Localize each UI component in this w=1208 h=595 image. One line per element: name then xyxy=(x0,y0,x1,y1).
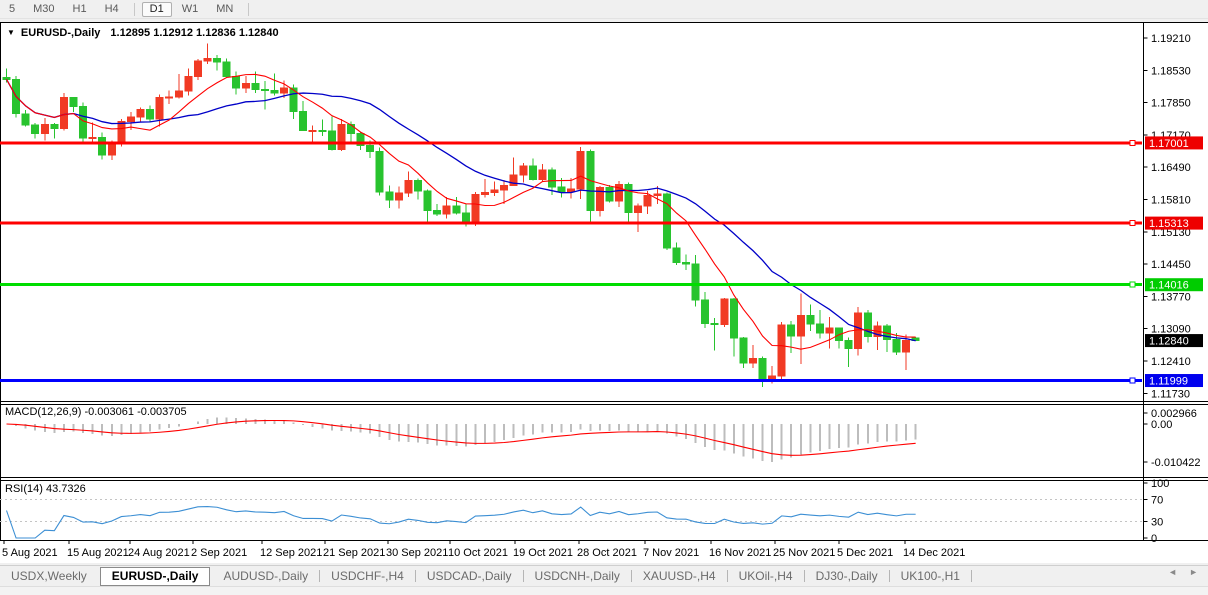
svg-text:16 Nov 2021: 16 Nov 2021 xyxy=(709,547,771,559)
chart-symbol-label: EURUSD-,Daily xyxy=(20,27,101,39)
svg-text:1.12410: 1.12410 xyxy=(1151,356,1191,368)
svg-text:-0.010422: -0.010422 xyxy=(1151,457,1201,469)
macd-panel[interactable] xyxy=(6,417,917,462)
svg-text:5 Aug 2021: 5 Aug 2021 xyxy=(2,547,58,559)
chart-tab-dj30-daily[interactable]: DJ30-,Daily xyxy=(815,568,878,583)
tab-divider xyxy=(726,570,728,582)
timeframe-button-m30[interactable]: M30 xyxy=(33,2,55,15)
svg-text:1.13770: 1.13770 xyxy=(1151,291,1191,303)
timeframe-button-d1[interactable]: D1 xyxy=(141,1,172,17)
svg-text:1.14450: 1.14450 xyxy=(1151,259,1191,271)
svg-text:1.11999: 1.11999 xyxy=(1149,376,1188,388)
timeframe-button-h4[interactable]: H4 xyxy=(104,2,119,15)
chart-tab-usdx-weekly[interactable]: USDX,Weekly xyxy=(11,568,87,583)
date-axis: 5 Aug 2021 15 Aug 2021 24 Aug 2021 2 Sep 20… xyxy=(2,540,965,559)
tab-divider xyxy=(630,570,632,582)
bottom-strip xyxy=(0,586,1208,595)
svg-text:15 Aug 2021: 15 Aug 2021 xyxy=(67,547,129,559)
ma-slow-line xyxy=(5,79,916,342)
svg-text:28 Oct 2021: 28 Oct 2021 xyxy=(577,547,637,559)
chart-tab-xauusd-h4[interactable]: XAUUSD-,H4 xyxy=(642,568,716,583)
svg-text:1.17001: 1.17001 xyxy=(1149,138,1189,150)
toolbar-separator xyxy=(133,2,135,16)
chart-tab-eurusd-daily[interactable]: EURUSD-,Daily xyxy=(99,566,211,586)
tab-divider xyxy=(888,570,890,582)
chart-tab-usdchf-h4[interactable]: USDCHF-,H4 xyxy=(331,568,404,583)
svg-text:14 Dec 2021: 14 Dec 2021 xyxy=(903,547,965,559)
panel-borders xyxy=(0,22,1208,541)
svg-text:1.13090: 1.13090 xyxy=(1151,324,1191,336)
svg-text:0.00: 0.00 xyxy=(1151,419,1172,431)
chart-tab-usdcad-daily[interactable]: USDCAD-,Daily xyxy=(426,568,512,583)
svg-text:70: 70 xyxy=(1151,495,1163,507)
tab-divider xyxy=(319,570,321,582)
macd-signal-line xyxy=(6,419,916,456)
svg-text:5 Dec 2021: 5 Dec 2021 xyxy=(837,547,893,559)
rsi-panel[interactable] xyxy=(0,499,1142,539)
chart-tab-usdcnh-daily[interactable]: USDCNH-,Daily xyxy=(534,568,620,583)
chart-title: ▼ EURUSD-,Daily 1.12895 1.12912 1.12836 1.… xyxy=(7,27,279,39)
svg-text:30 Sep 2021: 30 Sep 2021 xyxy=(386,547,448,559)
svg-text:1.15130: 1.15130 xyxy=(1151,227,1191,239)
timeframe-button-mn[interactable]: MN xyxy=(216,2,234,15)
chart-window[interactable]: 1.19210 1.18530 1.17850 1.17170 1.16490 1.158… xyxy=(0,22,1208,563)
svg-text:30: 30 xyxy=(1151,517,1163,529)
svg-text:0.002966: 0.002966 xyxy=(1151,408,1197,420)
tab-divider xyxy=(970,570,972,582)
svg-text:10 Oct 2021: 10 Oct 2021 xyxy=(448,547,508,559)
svg-text:12 Sep 2021: 12 Sep 2021 xyxy=(260,547,322,559)
toolbar-separator xyxy=(248,2,250,16)
svg-text:25 Nov 2021: 25 Nov 2021 xyxy=(773,547,835,559)
chart-tab-audusd-daily[interactable]: AUDUSD-,Daily xyxy=(223,568,309,583)
price-chart-canvas[interactable]: 1.192101.185301.178501.171701.164901.158… xyxy=(0,22,1208,563)
svg-text:19 Oct 2021: 19 Oct 2021 xyxy=(513,547,573,559)
timeframe-button-h1[interactable]: H1 xyxy=(72,2,87,15)
ma-fast-line xyxy=(6,73,916,350)
rsi-axis: 100 70 30 0 xyxy=(1143,478,1169,545)
svg-text:1.16490: 1.16490 xyxy=(1151,162,1191,174)
timeframe-button-5[interactable]: 5 xyxy=(9,2,16,15)
timeframe-toolbar: 5 M30 H1 H4 D1 W1 MN xyxy=(0,0,1208,19)
svg-text:24 Aug 2021: 24 Aug 2021 xyxy=(128,547,190,559)
svg-text:100: 100 xyxy=(1151,478,1169,490)
chart-ohlc-values: 1.12895 1.12912 1.12836 1.12840 xyxy=(110,27,279,39)
chart-tabs-bar: USDX,Weekly EURUSD-,Daily AUDUSD-,Daily USD… xyxy=(0,565,1208,586)
svg-text:7 Nov 2021: 7 Nov 2021 xyxy=(643,547,699,559)
chart-tab-ukoil-h4[interactable]: UKOil-,H4 xyxy=(738,568,793,583)
tab-scroll-arrows: ◄ ► xyxy=(1168,567,1198,577)
svg-text:0: 0 xyxy=(1151,533,1157,545)
svg-text:21 Sep 2021: 21 Sep 2021 xyxy=(323,547,385,559)
tab-divider xyxy=(803,570,805,582)
tab-scroll-left-icon[interactable]: ◄ xyxy=(1168,567,1178,577)
svg-text:1.11730: 1.11730 xyxy=(1151,388,1190,400)
rsi-indicator-label: RSI(14) 43.7326 xyxy=(5,483,86,495)
svg-text:1.15810: 1.15810 xyxy=(1151,195,1191,207)
svg-text:1.15313: 1.15313 xyxy=(1149,218,1189,230)
chart-dropdown-icon[interactable]: ▼ xyxy=(7,28,15,37)
price-axis-badges: 1.17001 1.15313 1.14016 1.12840 1.11999 xyxy=(1145,136,1203,388)
svg-text:1.19210: 1.19210 xyxy=(1151,33,1191,45)
price-level-lines[interactable] xyxy=(0,139,1142,384)
svg-text:1.14016: 1.14016 xyxy=(1149,280,1189,292)
svg-text:1.17850: 1.17850 xyxy=(1151,98,1191,110)
svg-text:2 Sep 2021: 2 Sep 2021 xyxy=(191,547,247,559)
tab-divider xyxy=(522,570,524,582)
svg-text:1.12840: 1.12840 xyxy=(1149,336,1189,348)
svg-text:1.18530: 1.18530 xyxy=(1151,65,1191,77)
tab-divider xyxy=(414,570,416,582)
tab-scroll-right-icon[interactable]: ► xyxy=(1189,567,1198,577)
timeframe-button-w1[interactable]: W1 xyxy=(181,2,199,15)
chart-tab-uk100-h1[interactable]: UK100-,H1 xyxy=(900,568,960,583)
macd-indicator-label: MACD(12,26,9) -0.003061 -0.003705 xyxy=(5,406,187,418)
rsi-line xyxy=(5,505,916,539)
candlestick-series[interactable] xyxy=(2,43,920,388)
